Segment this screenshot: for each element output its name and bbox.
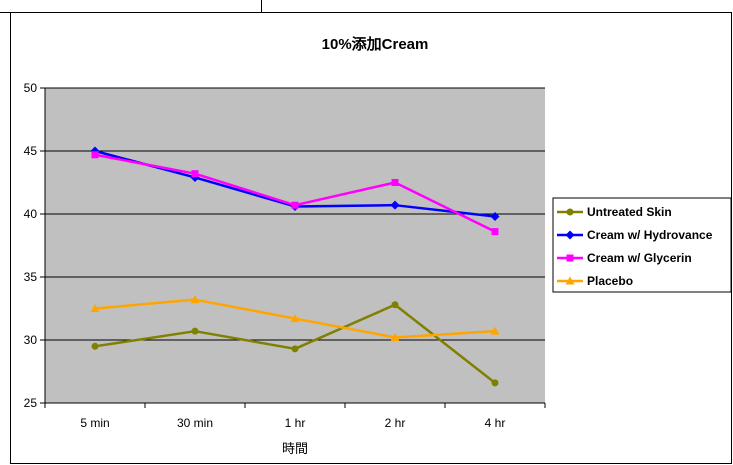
data-point xyxy=(291,345,299,353)
data-point xyxy=(290,314,300,323)
chart-title: 10%添加Cream xyxy=(322,35,429,53)
y-tick-label: 45 xyxy=(24,144,38,158)
x-tick-label: 1 hr xyxy=(285,416,306,430)
gridlines xyxy=(45,87,545,341)
y-tick-label: 30 xyxy=(24,333,38,347)
x-tick-label: 5 min xyxy=(80,416,109,430)
legend-label: Cream w/ Hydrovance xyxy=(587,228,713,242)
plot-area xyxy=(45,88,545,403)
data-point xyxy=(291,201,299,209)
legend-label: Cream w/ Glycerin xyxy=(587,251,692,265)
data-point xyxy=(191,327,199,335)
data-point xyxy=(191,170,199,178)
data-point xyxy=(390,332,400,341)
x-tick-label: 4 hr xyxy=(485,416,506,430)
y-tick-label: 35 xyxy=(24,270,38,284)
data-point xyxy=(491,228,499,236)
data-point xyxy=(90,304,100,312)
data-point xyxy=(190,295,200,304)
legend-marker xyxy=(566,208,574,216)
data-point xyxy=(490,326,500,335)
legend-box xyxy=(552,197,732,293)
data-point xyxy=(490,212,500,222)
legend-label: Placebo xyxy=(587,274,633,288)
legend-label: Untreated Skin xyxy=(587,205,672,219)
y-tick-label: 25 xyxy=(24,396,38,410)
data-point xyxy=(91,151,99,159)
data-point xyxy=(91,342,99,350)
data-point xyxy=(390,200,400,210)
x-tick-label: 30 min xyxy=(177,416,213,430)
series-markers xyxy=(90,146,500,387)
y-tick-label: 40 xyxy=(24,207,38,221)
x-axis-title: 時間 xyxy=(282,441,308,456)
y-axis-ticks: 25 30 35 40 45 50 xyxy=(24,81,45,410)
x-tick-label: 2 hr xyxy=(385,416,406,430)
data-point xyxy=(391,301,399,309)
y-tick-label: 50 xyxy=(24,81,38,95)
legend: Untreated Skin Cream w/ Hydrovance Cream w… xyxy=(552,197,732,293)
x-axis-ticks: 5 min 30 min 1 hr 2 hr 4 hr xyxy=(44,403,546,430)
legend-marker xyxy=(565,276,575,285)
legend-marker xyxy=(565,230,575,240)
data-point xyxy=(391,179,399,186)
data-point xyxy=(491,379,499,387)
legend-marker xyxy=(566,254,574,262)
